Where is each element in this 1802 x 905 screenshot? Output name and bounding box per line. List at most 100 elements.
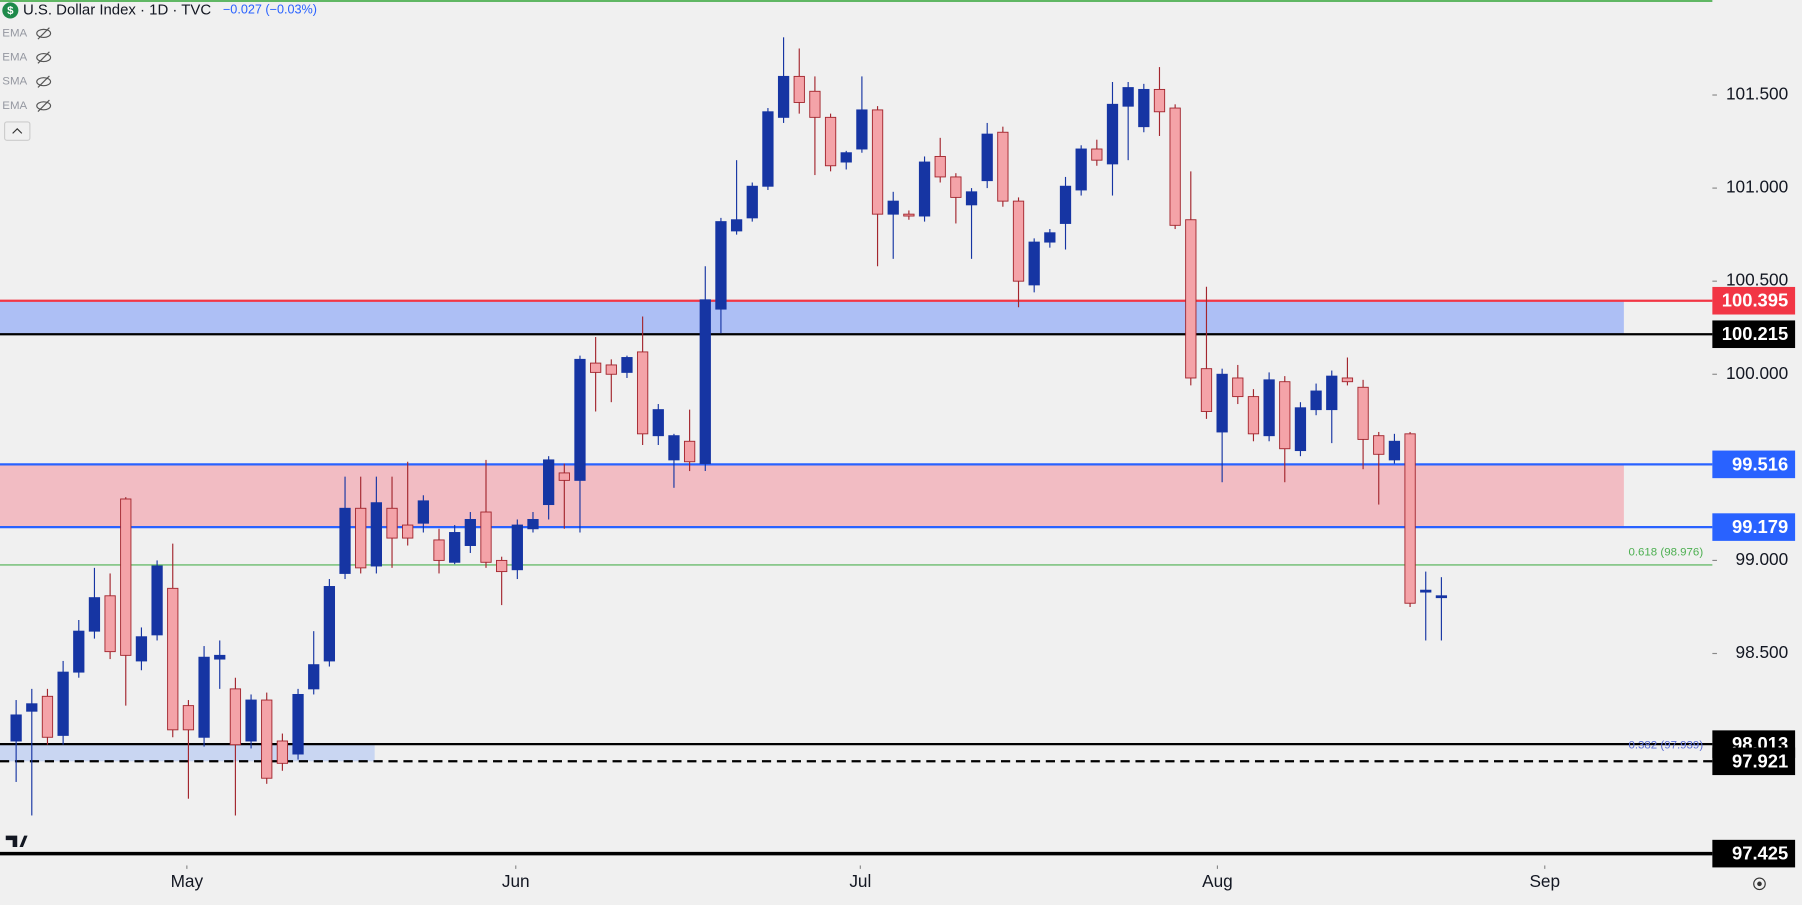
symbol-logo-text: $ — [7, 5, 14, 17]
candle-body — [1091, 148, 1103, 161]
candle-body — [636, 351, 649, 435]
price-tag — [1712, 747, 1796, 776]
visibility-icon — [36, 101, 52, 111]
price-tag-label: 97.921 — [1732, 750, 1788, 771]
candle-body — [558, 472, 570, 481]
candle-body — [449, 532, 461, 563]
candle-body — [668, 435, 680, 461]
price-tag — [1712, 450, 1796, 479]
candle-body — [1310, 390, 1322, 411]
candle-body — [1435, 595, 1448, 599]
candle-body — [511, 524, 523, 571]
candle-body — [652, 409, 664, 437]
candle-body — [182, 705, 195, 731]
fib-label: 0.618 (98.976) — [1628, 546, 1703, 558]
candle-body — [276, 740, 289, 764]
candle-body — [605, 364, 617, 375]
indicator-label: EMA — [2, 100, 27, 112]
candle-body — [1404, 433, 1416, 604]
x-tick-label: Jul — [849, 871, 871, 891]
candle-body — [1075, 148, 1087, 191]
candle-body — [26, 703, 38, 712]
fib-label: 0.382 (97.939) — [1628, 739, 1703, 751]
candle-body — [856, 109, 868, 150]
candle-body — [370, 502, 382, 567]
price-tag — [1712, 320, 1796, 349]
candle-body — [104, 595, 116, 653]
candle-body — [57, 671, 69, 736]
settings-dot — [1757, 881, 1762, 887]
header: $ U.S. Dollar Index · 1D · TVC −0.027 (−… — [2, 1, 317, 19]
candle-body — [1216, 373, 1228, 433]
candle-body — [699, 299, 711, 465]
candle-body — [1279, 381, 1291, 450]
candle-body — [151, 565, 163, 636]
candle-body — [903, 213, 915, 217]
candle-body — [135, 636, 148, 662]
x-tick-label: May — [171, 871, 204, 891]
candle-body — [41, 695, 54, 738]
candle-body — [543, 459, 555, 506]
candle-body — [730, 219, 743, 232]
visibility-strike — [37, 27, 50, 40]
collapse-button[interactable] — [4, 121, 31, 141]
visibility-strike — [37, 99, 50, 112]
candle-body — [1138, 88, 1150, 128]
x-tick-label: Aug — [1202, 871, 1233, 891]
y-tick-label: 98.500 — [1736, 642, 1789, 662]
price-tag-label: 100.395 — [1722, 290, 1788, 311]
price-tag-label: 99.516 — [1732, 453, 1788, 474]
candle-body — [88, 597, 101, 632]
indicator-label: EMA — [2, 27, 27, 39]
visibility-icon — [36, 28, 52, 38]
candle-body — [621, 357, 633, 373]
candle-body — [245, 699, 257, 742]
candle-body — [1122, 87, 1134, 107]
candle-body — [1153, 88, 1166, 113]
indicators: EMA EMA SMA EMA — [2, 27, 52, 112]
plot: 0.618 (98.976) 0.382 (97.939) — [0, 37, 1713, 856]
change: −0.027 (−0.03%) — [223, 3, 317, 17]
y-tick-label: 99.000 — [1736, 549, 1789, 569]
title: U.S. Dollar Index · 1D · TVC — [23, 1, 211, 18]
candle-body — [323, 586, 336, 662]
candle-body — [809, 90, 821, 118]
visibility-icon — [36, 77, 52, 87]
price-tag — [1712, 286, 1796, 315]
candle-body — [214, 654, 226, 660]
candle-body — [120, 498, 132, 656]
candle-body — [292, 693, 304, 755]
candle-body — [934, 155, 946, 178]
price-tag-label: 100.215 — [1722, 323, 1788, 344]
candle-body — [1059, 185, 1072, 224]
candle-body — [824, 116, 837, 167]
zone — [0, 744, 375, 762]
x-tick-label: Jun — [502, 871, 530, 891]
settings-icon[interactable] — [1753, 877, 1766, 891]
x-tick-label: Sep — [1529, 871, 1560, 891]
candle-body — [229, 688, 242, 746]
candle-body — [840, 152, 852, 163]
candle-body — [417, 500, 429, 524]
candle-body — [997, 131, 1009, 202]
candle-body — [1169, 107, 1181, 226]
candle-body — [527, 519, 539, 530]
visibility-strike — [37, 75, 50, 88]
candle-body — [793, 75, 805, 103]
zone — [0, 300, 1624, 335]
candle-body — [1420, 589, 1432, 593]
candle-body — [1341, 377, 1354, 383]
collapse-icon — [12, 127, 23, 134]
candle-body — [339, 507, 351, 574]
indicator-label: EMA — [2, 52, 27, 64]
price-tag — [1712, 839, 1796, 868]
candle-body — [777, 75, 790, 118]
candle-body — [386, 507, 398, 539]
candle-body — [1044, 232, 1056, 243]
candle-body — [981, 133, 993, 182]
price-tag — [1712, 513, 1796, 541]
candle-body — [950, 176, 962, 198]
candle-body — [355, 507, 367, 569]
